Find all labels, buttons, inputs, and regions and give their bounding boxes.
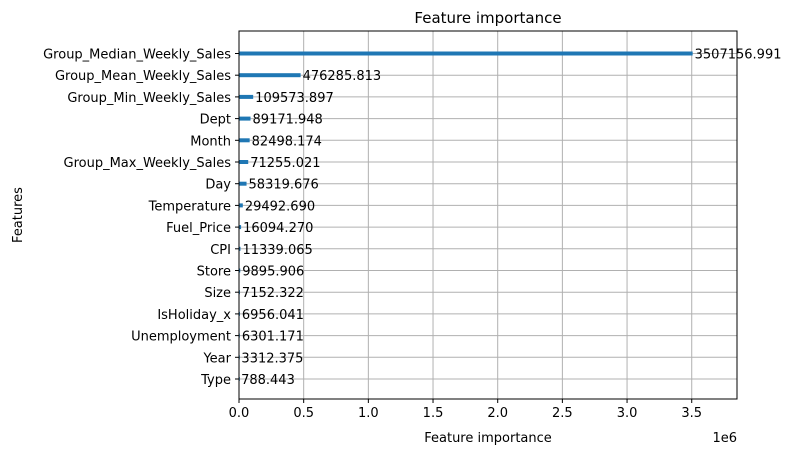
bar-value-label: 58319.676: [249, 178, 319, 193]
y-tick-label: Group_Min_Weekly_Sales: [67, 91, 231, 106]
bars: [239, 51, 693, 381]
x-tick-label: 3.5: [681, 406, 702, 421]
y-tick-label: CPI: [210, 243, 231, 258]
bar-value-label: 3312.375: [241, 351, 303, 366]
x-tick-label: 0.5: [293, 406, 314, 421]
x-tick-label: 3.0: [617, 406, 638, 421]
bar-value-label: 476285.813: [303, 69, 382, 84]
bar: [239, 51, 693, 56]
bar-value-label: 6301.171: [242, 330, 304, 345]
y-tick-label: Type: [200, 373, 231, 388]
y-tick-label: Year: [202, 351, 231, 366]
y-tick-label: Fuel_Price: [166, 221, 231, 236]
bar-value-label: 16094.270: [243, 221, 313, 236]
bar: [239, 181, 247, 186]
bar-value-label: 11339.065: [242, 243, 312, 258]
x-tick-label: 2.0: [487, 406, 508, 421]
y-tick-label: Day: [205, 178, 231, 193]
bar: [239, 268, 241, 273]
x-axis-scale-label: 1e6: [712, 431, 737, 446]
bar-value-label: 7152.322: [242, 286, 304, 301]
bar-value-label: 788.443: [241, 373, 295, 388]
y-tick-label: Month: [190, 134, 231, 149]
chart-title: Feature importance: [414, 9, 561, 27]
plot-frame: [238, 30, 738, 400]
y-tick-label: Unemployment: [131, 330, 231, 345]
bar: [239, 138, 250, 143]
y-tick-label: Group_Mean_Weekly_Sales: [55, 69, 231, 84]
bar-value-label: 9895.906: [242, 265, 304, 280]
x-tick-label: 0.0: [229, 406, 250, 421]
bar: [239, 203, 243, 208]
bar: [239, 94, 254, 99]
bar-value-label: 82498.174: [252, 134, 322, 149]
x-axis-ticks: 0.0 0.5 1.0 1.5 2.0 2.5 3.0 3.5: [229, 399, 702, 421]
y-tick-label: Temperature: [148, 199, 231, 214]
bar-value-label: 29492.690: [245, 199, 315, 214]
x-tick-label: 2.5: [552, 406, 573, 421]
y-tick-label: Group_Median_Weekly_Sales: [43, 48, 231, 63]
bar: [239, 116, 251, 121]
x-tick-label: 1.5: [423, 406, 444, 421]
y-tick-label: Store: [197, 265, 231, 280]
x-axis-label: Feature importance: [424, 431, 552, 446]
y-axis-label: Features: [11, 187, 26, 243]
bar-value-label: 89171.948: [253, 113, 323, 128]
value-labels: 3507156.991 476285.813 109573.897 89171.948…: [241, 48, 781, 389]
y-tick-label: Size: [204, 286, 231, 301]
bar: [239, 160, 249, 164]
bar-value-label: 109573.897: [255, 91, 334, 106]
y-tick-label: Group_Max_Weekly_Sales: [64, 156, 232, 171]
y-tick-label: Dept: [200, 113, 231, 128]
y-axis-ticks: Group_Median_Weekly_Sales Group_Mean_Week…: [43, 48, 239, 388]
y-tick-label: IsHoliday_x: [157, 308, 231, 323]
bar-value-label: 3507156.991: [695, 48, 782, 63]
bar-value-label: 71255.021: [250, 156, 320, 171]
bar-value-label: 6956.041: [242, 308, 304, 323]
x-tick-label: 1.0: [358, 406, 379, 421]
bar: [239, 73, 301, 78]
bar: [239, 225, 242, 230]
bar: [239, 246, 241, 251]
